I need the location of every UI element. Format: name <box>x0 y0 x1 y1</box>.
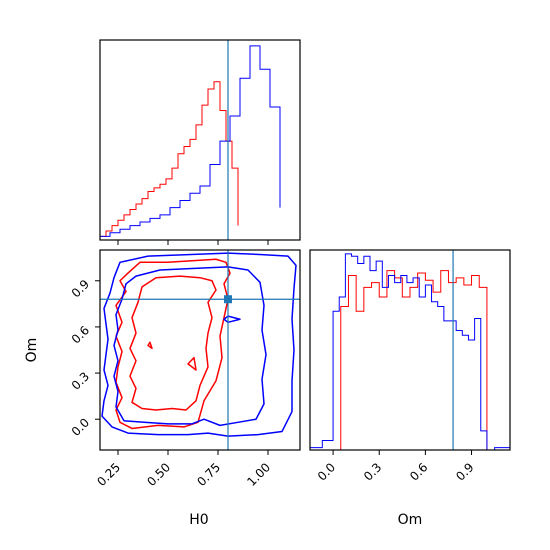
scatter-x-tick-label-2: 0.75 <box>194 460 223 489</box>
scatter-x-tick-label-0: 0.25 <box>94 460 123 489</box>
histogram-om-panel: 0.0 0.3 0.6 0.9 <box>309 249 511 484</box>
contour-blue-6 <box>223 315 241 324</box>
scatter-x-tick-label-1: 0.50 <box>144 460 173 489</box>
histogram-h0-panel <box>99 39 301 245</box>
contour-blue-5 <box>113 266 267 427</box>
scatter-x-tick-label-3: 1.00 <box>244 460 273 489</box>
histogram-om-x-tick-label-1: 0.3 <box>361 460 384 483</box>
contour-blue-4 <box>101 252 297 437</box>
histogram-h0-blue-series <box>100 45 281 240</box>
contour-red-2 <box>187 356 197 371</box>
truth-marker <box>224 295 232 304</box>
histogram-h0-red-series <box>100 81 239 240</box>
y-axis-label-om: Om <box>24 338 40 363</box>
histogram-om-blue-series <box>310 253 510 450</box>
histogram-om-x-tick-label-0: 0.0 <box>315 460 338 483</box>
histogram-om-x-tick-label-2: 0.6 <box>407 460 430 483</box>
x-axis-label-h0: H0 <box>189 512 208 528</box>
histogram-om-red-series <box>333 270 488 450</box>
contour-red-1 <box>129 275 217 411</box>
histogram-om-x-tick-label-3: 0.9 <box>453 460 476 483</box>
scatter-y-tick-label-0: 0.0 <box>69 415 92 438</box>
scatter-y-tick-label-3: 0.9 <box>69 277 92 300</box>
histogram-om-frame <box>309 249 511 451</box>
x-axis-label-om: Om <box>398 512 423 528</box>
contour-red-3 <box>147 341 153 350</box>
scatter-y-tick-label-2: 0.6 <box>69 323 92 346</box>
scatter-h0-om-panel: 0.25 0.50 0.75 1.00 0.0 0.3 0.6 0.9 <box>69 249 301 489</box>
scatter-y-tick-label-1: 0.3 <box>69 369 92 392</box>
histogram-h0-frame <box>99 39 301 241</box>
scatter-frame <box>99 249 301 451</box>
